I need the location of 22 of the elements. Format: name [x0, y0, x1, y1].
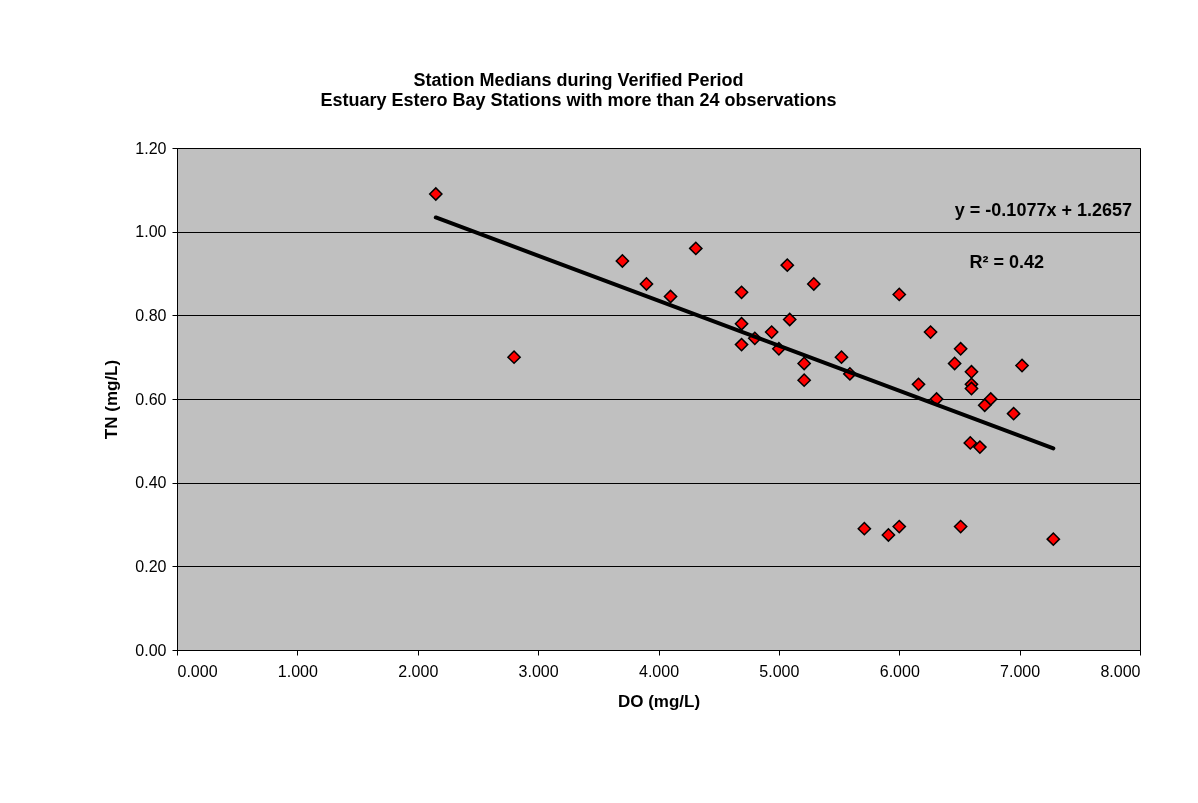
- text: Estuary Estero Bay Stations with more than 24 observations: [320, 90, 837, 110]
- x-tick-label: 1.000: [277, 662, 318, 680]
- x-tick-label: 4.000: [638, 662, 680, 680]
- y-tick-label: 1.20: [135, 139, 167, 157]
- y-tick-label: 0.60: [135, 390, 167, 408]
- y-axis-title: TN (mg/L): [102, 359, 122, 440]
- y-tick-label: 0.00: [135, 641, 167, 659]
- text: Station Medians during Verified Period: [413, 70, 744, 90]
- x-tick-label: 3.000: [518, 662, 559, 680]
- x-axis-title: DO (mg/L): [617, 691, 701, 711]
- x-tick-label: 2.000: [398, 662, 439, 680]
- y-tick-label: 1.00: [135, 223, 167, 241]
- x-tick-label: 7.000: [1000, 662, 1041, 680]
- y-tick-label: 0.20: [135, 557, 167, 575]
- annotation: y = -0.1077x + 1.2657: [954, 200, 1132, 220]
- annotation: R² = 0.42: [969, 252, 1044, 272]
- x-tick-label: 6.000: [879, 662, 920, 680]
- x-tick-label: 5.000: [759, 662, 800, 680]
- y-tick-label: 0.40: [135, 474, 167, 492]
- x-tick-label: 8.000: [1100, 662, 1141, 680]
- y-tick-label: 0.80: [135, 306, 167, 324]
- x-tick-label: 0.000: [177, 662, 218, 680]
